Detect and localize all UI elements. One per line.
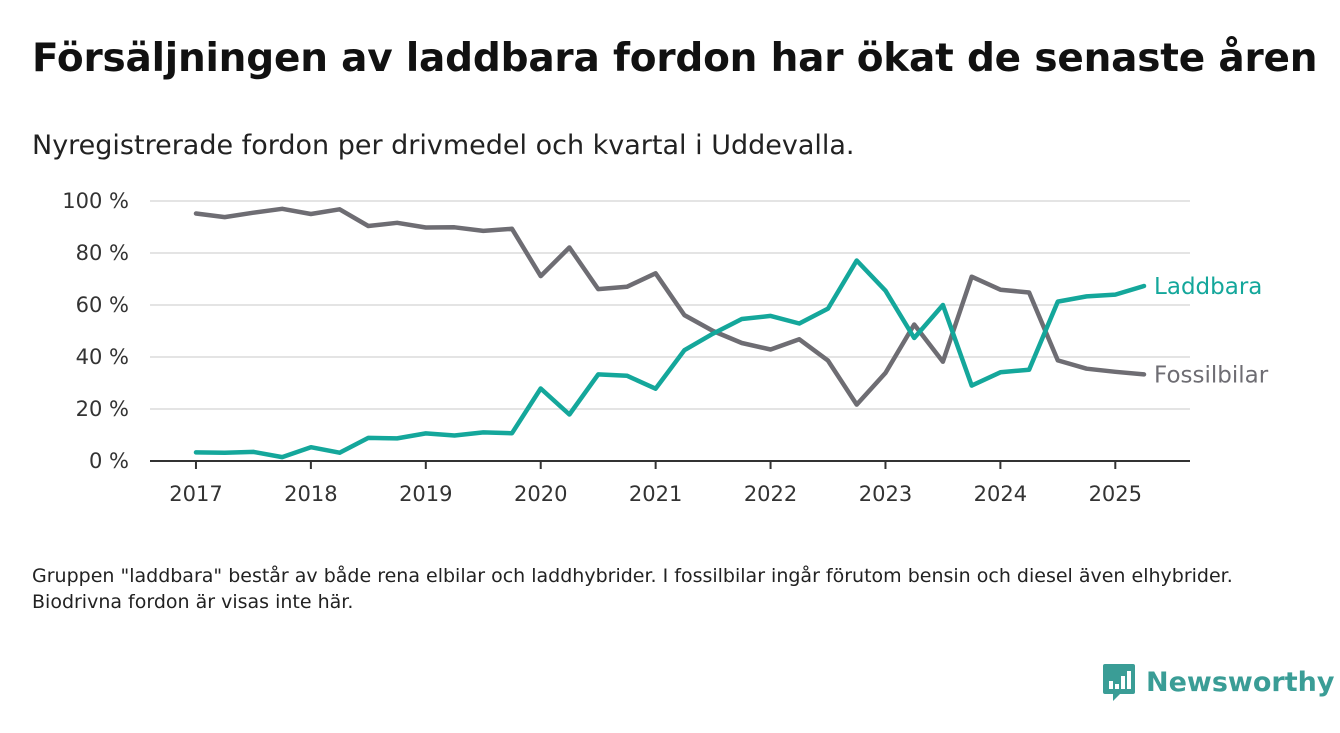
y-tick-label: 40 %: [76, 345, 129, 369]
chart-title: Försäljningen av laddbara fordon har öka…: [32, 36, 1318, 81]
y-tick-label: 100 %: [62, 189, 129, 213]
series-line-fossilbilar: [193, 206, 1147, 407]
y-tick-label: 60 %: [76, 293, 129, 317]
gridlines: [150, 200, 1190, 410]
x-tick-label: 2019: [399, 482, 452, 506]
newsworthy-logo-icon: [1103, 664, 1135, 701]
x-tick-label: 2024: [974, 482, 1027, 506]
chart-subtitle: Nyregistrerade fordon per drivmedel och …: [32, 130, 855, 161]
series-line-laddbara: [193, 258, 1147, 460]
series-lines: [193, 206, 1147, 460]
newsworthy-logo[interactable]: Newsworthy: [1102, 660, 1334, 704]
x-tick-label: 2022: [744, 482, 797, 506]
y-tick-label: 0 %: [89, 449, 129, 473]
series-label-laddbara: Laddbara: [1154, 274, 1262, 300]
footnote: Gruppen "laddbara" består av både rena e…: [32, 565, 1233, 613]
x-tick-label: 2021: [629, 482, 682, 506]
x-tick-label: 2020: [514, 482, 567, 506]
series-end-labels: Laddbara Fossilbilar: [1154, 274, 1269, 388]
x-tick-label: 2018: [284, 482, 337, 506]
y-axis-ticks: 0 % 20 % 40 % 60 % 80 % 100 %: [62, 189, 129, 473]
x-tick-label: 2025: [1089, 482, 1142, 506]
y-tick-label: 20 %: [76, 397, 129, 421]
x-tick-label: 2017: [169, 482, 222, 506]
series-label-fossilbilar: Fossilbilar: [1154, 362, 1269, 388]
x-tick-label: 2023: [859, 482, 912, 506]
logo-text: Newsworthy: [1146, 666, 1335, 698]
y-tick-label: 80 %: [76, 241, 129, 265]
x-axis: 2017 2018 2019 2020 2021 2022 2023 2024 2025: [150, 460, 1190, 506]
line-chart: 0 % 20 % 40 % 60 % 80 % 100 % 2017 2018 2019 202…: [62, 189, 1269, 506]
